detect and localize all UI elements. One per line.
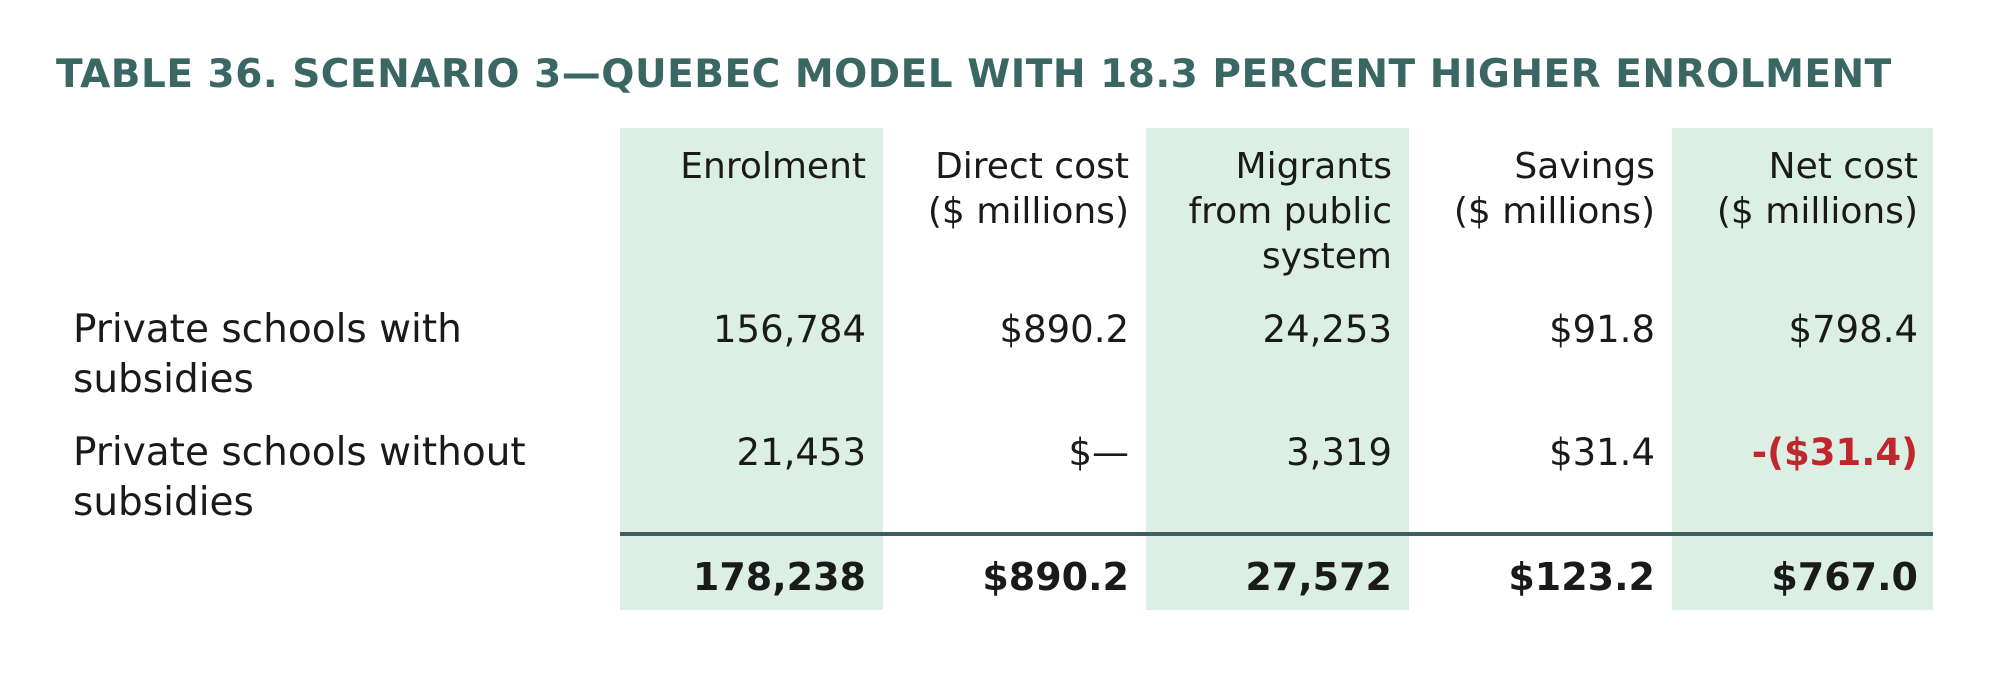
total-migrants: 27,572 bbox=[1245, 555, 1392, 599]
header-migrants-line3: system bbox=[1261, 236, 1392, 277]
cell-with-subsidies-direct-cost: $890.2 bbox=[999, 308, 1129, 351]
cell-without-subsidies-net-cost: -($31.4) bbox=[1751, 431, 1918, 474]
header-savings-line2: ($ millions) bbox=[1453, 191, 1655, 232]
header-net-cost-line2: ($ millions) bbox=[1716, 191, 1918, 232]
header-direct-cost-line2: ($ millions) bbox=[927, 191, 1129, 232]
header-savings-line1: Savings bbox=[1514, 146, 1655, 187]
header-savings: Savings ($ millions) bbox=[1454, 144, 1655, 234]
cell-without-subsidies-savings: $31.4 bbox=[1549, 431, 1655, 474]
header-direct-cost-line1: Direct cost bbox=[935, 146, 1129, 187]
header-enrolment-line1: Enrolment bbox=[680, 146, 866, 187]
total-direct-cost: $890.2 bbox=[982, 555, 1129, 599]
column-shade-net-cost bbox=[1672, 128, 1933, 610]
row-label-with-subsidies-line2: subsidies bbox=[73, 357, 254, 402]
header-enrolment: Enrolment bbox=[680, 144, 866, 189]
totals-divider bbox=[620, 532, 1933, 536]
header-migrants-line2: from public bbox=[1188, 191, 1392, 232]
row-label-with-subsidies: Private schools with subsidies bbox=[73, 305, 462, 405]
column-shade-migrants bbox=[1146, 128, 1409, 610]
column-shade-enrolment bbox=[620, 128, 883, 610]
row-label-without-subsidies-line1: Private schools without bbox=[73, 430, 526, 475]
table-title: TABLE 36. SCENARIO 3—QUEBEC MODEL WITH 1… bbox=[56, 52, 1892, 97]
cell-with-subsidies-savings: $91.8 bbox=[1549, 308, 1655, 351]
cell-with-subsidies-enrolment: 156,784 bbox=[712, 308, 866, 351]
cell-without-subsidies-migrants: 3,319 bbox=[1286, 431, 1392, 474]
header-migrants: Migrants from public system bbox=[1188, 144, 1392, 279]
header-migrants-line1: Migrants bbox=[1235, 146, 1392, 187]
total-net-cost: $767.0 bbox=[1771, 555, 1918, 599]
total-enrolment: 178,238 bbox=[692, 555, 866, 599]
cell-without-subsidies-enrolment: 21,453 bbox=[736, 431, 866, 474]
header-direct-cost: Direct cost ($ millions) bbox=[928, 144, 1129, 234]
cell-with-subsidies-net-cost: $798.4 bbox=[1788, 308, 1918, 351]
row-label-without-subsidies: Private schools without subsidies bbox=[73, 428, 526, 528]
total-savings: $123.2 bbox=[1508, 555, 1655, 599]
row-label-without-subsidies-line2: subsidies bbox=[73, 480, 254, 525]
cell-without-subsidies-direct-cost: $— bbox=[1068, 431, 1129, 474]
cell-with-subsidies-migrants: 24,253 bbox=[1262, 308, 1392, 351]
header-net-cost: Net cost ($ millions) bbox=[1717, 144, 1918, 234]
row-label-with-subsidies-line1: Private schools with bbox=[73, 307, 462, 352]
header-net-cost-line1: Net cost bbox=[1768, 146, 1918, 187]
